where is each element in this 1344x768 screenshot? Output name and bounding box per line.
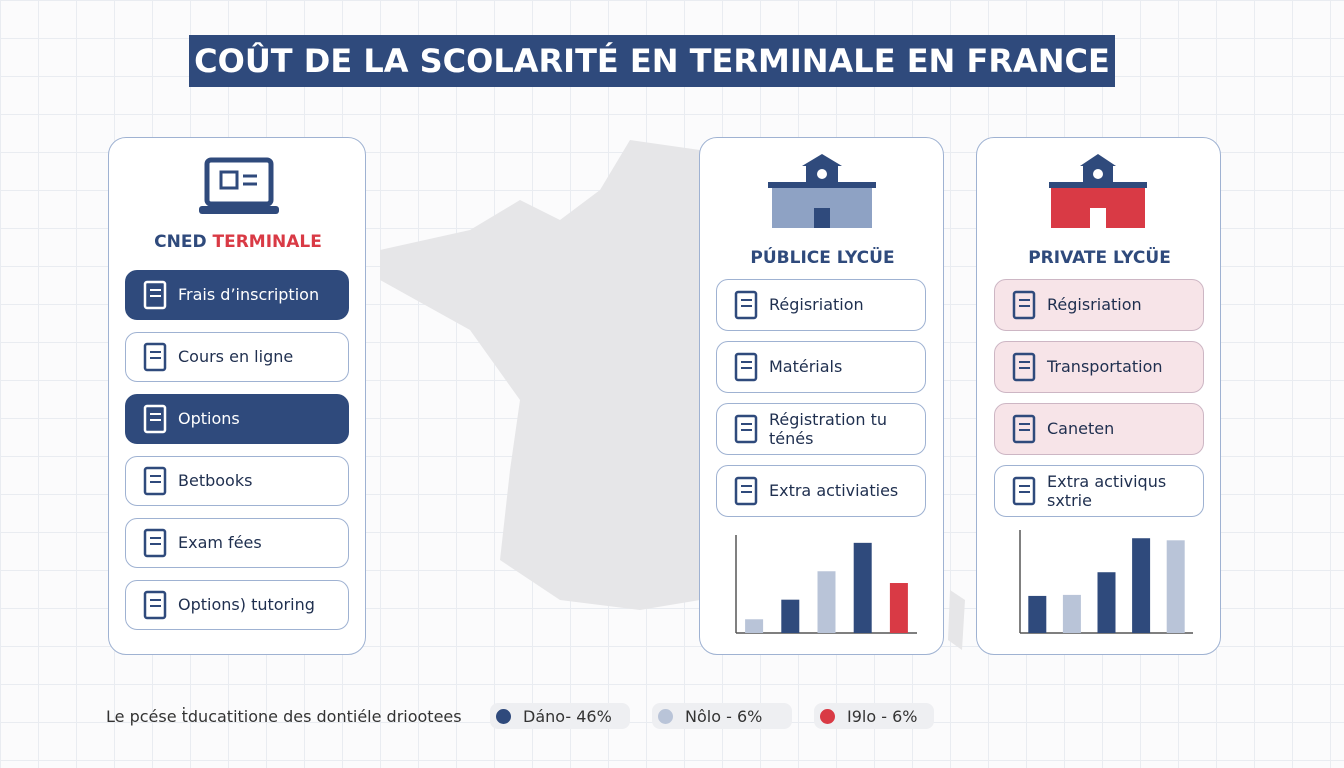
legend-item: Dáno- 46% — [490, 703, 630, 729]
icon-shape — [143, 528, 167, 558]
legend-swatch — [496, 708, 511, 724]
icon-shape — [143, 280, 167, 310]
legend-item: I9lo - 6% — [814, 703, 934, 729]
cost-item: Exam fées — [125, 518, 349, 568]
cost-item: Extra activiaties — [716, 465, 926, 517]
cost-item: Régisriation — [716, 279, 926, 331]
legend-label: Nôlo - 6% — [685, 706, 763, 726]
legend-label: I9lo - 6% — [847, 706, 918, 726]
item-label: Régisriation — [769, 295, 864, 315]
legend-item: Nôlo - 6% — [652, 703, 792, 729]
card-title: PÚBLICE LYCÜE — [750, 248, 895, 268]
icon-shape — [1012, 414, 1036, 444]
item-label: Régisriation — [1047, 295, 1142, 315]
item-icon — [1012, 352, 1036, 382]
item-label: Extra activiaties — [769, 481, 899, 501]
cost-item: Cours en ligne — [125, 332, 349, 382]
card-title: CNED TERMINALE — [109, 232, 367, 252]
item-label: Cours en ligne — [178, 347, 294, 367]
icon-shape — [143, 590, 167, 620]
title: COÛT DE LA SCOLARITÉ EN TERMINALE EN FRA… — [189, 35, 1115, 87]
public-card: PÚBLICE LYCÜE — [699, 137, 944, 655]
private-card: PRIVATE LYCÜE — [976, 137, 1221, 655]
item-icon — [734, 414, 758, 444]
cost-item: Caneten — [994, 403, 1204, 455]
cost-item: Extra activiqus sxtrie — [994, 465, 1204, 517]
cost-item: Betbooks — [125, 456, 349, 506]
item-icon — [143, 404, 167, 434]
icon-shape — [1012, 290, 1036, 320]
legend-label: Dáno- 46% — [523, 706, 612, 726]
legend-swatch — [820, 708, 835, 724]
item-icon — [143, 342, 167, 372]
item-label: Matérials — [769, 357, 843, 377]
item-icon — [734, 290, 758, 320]
card-title: PRIVATE LYCÜE — [1028, 248, 1171, 268]
title-part: CNED — [154, 232, 207, 252]
icon-shape — [734, 352, 758, 382]
cost-item: Options — [125, 394, 349, 444]
item-icon — [143, 590, 167, 620]
item-label: Régistration tu ténés — [769, 409, 887, 448]
cost-item: Options) tutoring — [125, 580, 349, 630]
title-part: TERMINALE — [212, 232, 322, 252]
icon-shape — [1012, 476, 1036, 506]
item-label: Options) tutoring — [178, 595, 315, 615]
cost-item: Régistration tu ténés — [716, 403, 926, 455]
icon-shape — [1012, 352, 1036, 382]
cost-item: Matérials — [716, 341, 926, 393]
icon-shape — [734, 476, 758, 506]
cost-item: Frais d’inscription — [125, 270, 349, 320]
item-icon — [734, 352, 758, 382]
item-label: Frais d’inscription — [178, 285, 320, 305]
school-icon — [1049, 154, 1147, 228]
item-icon — [1012, 290, 1036, 320]
item-icon — [143, 466, 167, 496]
item-icon — [1012, 414, 1036, 444]
item-icon — [143, 280, 167, 310]
cost-item: Transportation — [994, 341, 1204, 393]
item-label: Options — [178, 409, 240, 429]
cost-item: Régisriation — [994, 279, 1204, 331]
item-label: Caneten — [1047, 419, 1115, 439]
icon-shape — [143, 404, 167, 434]
icon-shape — [734, 290, 758, 320]
item-icon — [1012, 476, 1036, 506]
footer-text: Le pcése ṫducatitione des dontiéle drioo… — [106, 707, 462, 726]
item-icon — [143, 528, 167, 558]
legend-swatch — [658, 708, 673, 724]
icon-shape — [143, 466, 167, 496]
item-label: Exam fées — [178, 533, 262, 553]
item-label: Betbooks — [178, 471, 253, 491]
item-label: Extra activiqus sxtrie — [1047, 471, 1167, 510]
laptop-icon — [199, 157, 279, 214]
item-icon — [734, 476, 758, 506]
school-icon — [768, 154, 876, 228]
icon-shape — [143, 342, 167, 372]
item-label: Transportation — [1047, 357, 1163, 377]
icon-shape — [734, 414, 758, 444]
